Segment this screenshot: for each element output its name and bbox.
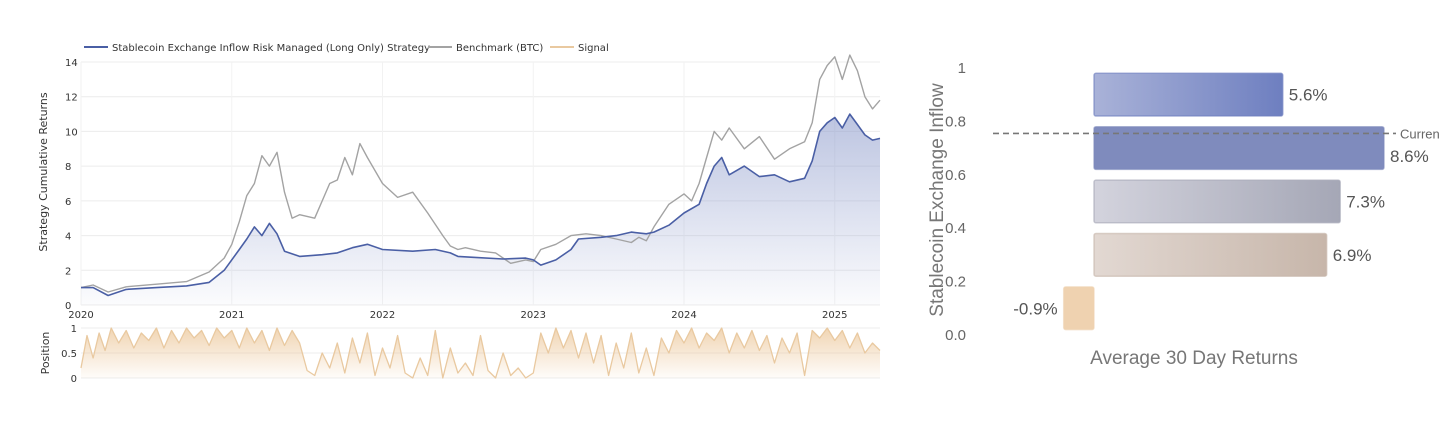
bar-value-label: 5.6% — [1289, 86, 1328, 105]
main-y-tick-label: 10 — [65, 127, 78, 138]
sub-axes: 00.51 — [61, 324, 77, 385]
signal-area — [81, 328, 880, 378]
position-y-axis-title: Position — [39, 332, 52, 375]
strategy-area — [81, 114, 880, 305]
position-plot — [80, 327, 881, 379]
bar-y-tick-label: 0.2 — [945, 274, 966, 291]
main-axes: 0 2 4 6 8 10 12 14 2020 2021 2022 2023 2024 2025 — [65, 58, 848, 321]
main-x-tick-label: 2025 — [822, 310, 847, 321]
position-y-tick-label: 0.5 — [61, 349, 77, 360]
bar-value-label: 7.3% — [1346, 193, 1385, 212]
bar-y-tick-label: 0.8 — [945, 113, 966, 130]
bar-y-tick-label: 0.0 — [945, 327, 966, 344]
main-y-tick-label: 4 — [65, 232, 71, 243]
main-y-tick-label: 2 — [65, 266, 71, 277]
main-y-tick-label: 6 — [65, 197, 71, 208]
signal-line — [80, 327, 881, 379]
bar-value-label: 8.6% — [1390, 147, 1429, 166]
main-y-tick-label: 14 — [65, 58, 78, 69]
main-x-tick-label: 2020 — [68, 310, 93, 321]
bar-value-label: 6.9% — [1333, 246, 1372, 265]
bar-y-tick-label: 0.4 — [945, 220, 966, 237]
bar-y-axis-title: Stablecoin Exchange Inflow — [927, 83, 948, 317]
bar-4 — [1093, 232, 1328, 277]
bar-1 — [1093, 72, 1284, 117]
current-value-label: Curren — [1400, 126, 1440, 141]
strategy-line — [81, 113, 881, 297]
main-x-tick-label: 2023 — [521, 310, 546, 321]
legend-label-signal: Signal — [578, 43, 609, 54]
main-x-tick-label: 2021 — [219, 310, 244, 321]
main-y-tick-label: 0 — [65, 301, 71, 312]
legend-label-strategy: Stablecoin Exchange Inflow Risk Managed … — [112, 43, 430, 54]
main-x-tick-label: 2024 — [671, 310, 696, 321]
bar-value-label: -0.9% — [1013, 299, 1057, 318]
bar-x-axis-title: Average 30 Day Returns — [1090, 348, 1298, 369]
bar-y-tick-label: 1 — [958, 60, 966, 77]
bar-2 — [1093, 125, 1385, 171]
bar-axes: 0.0 0.2 0.4 0.6 0.8 1 — [945, 60, 966, 344]
main-y-axis-title: Strategy Cumulative Returns — [37, 92, 50, 251]
main-x-tick-label: 2022 — [370, 310, 395, 321]
bar-5 — [1062, 286, 1095, 331]
main-y-tick-label: 8 — [65, 162, 71, 173]
main-plot — [80, 54, 881, 305]
position-y-tick-label: 1 — [71, 324, 77, 335]
bar-plot: 5.6% 8.6% 7.3% 6.9% -0.9% Curren — [993, 72, 1440, 331]
legend-label-benchmark: Benchmark (BTC) — [456, 43, 543, 54]
benchmark-line — [80, 54, 881, 293]
main-y-tick-label: 12 — [65, 93, 78, 104]
bar-y-tick-label: 0.6 — [945, 167, 966, 184]
legend: Stablecoin Exchange Inflow Risk Managed … — [84, 43, 609, 54]
position-y-tick-label: 0 — [71, 374, 77, 385]
bar-3 — [1093, 179, 1341, 224]
